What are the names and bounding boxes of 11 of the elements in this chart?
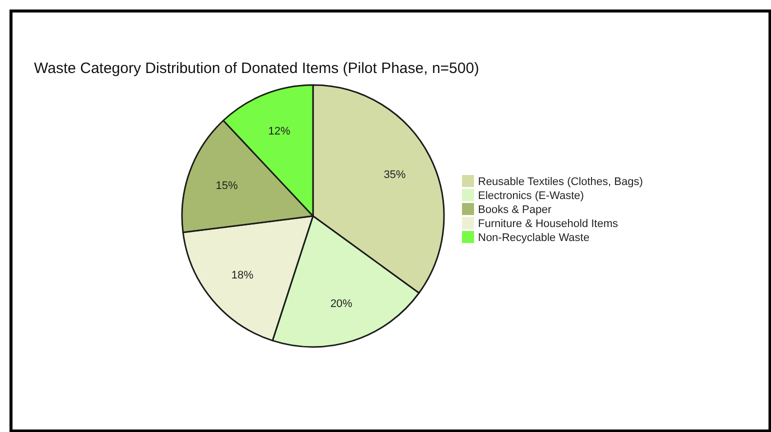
data-label: 35%: [384, 169, 406, 182]
legend-label: Furniture & Household Items: [478, 218, 619, 230]
legend-label: Non-Recyclable Waste: [478, 232, 590, 244]
data-label: 15%: [216, 180, 238, 192]
legend-label: Electronics (E-Waste): [478, 190, 584, 202]
data-label: 12%: [268, 126, 290, 138]
data-label: 18%: [231, 269, 254, 282]
legend-label: Reusable Textiles (Clothes, Bags): [478, 176, 643, 188]
legend-label: Books & Paper: [478, 204, 552, 216]
data-label: 20%: [330, 298, 353, 310]
chart-title: Waste Category Distribution of Donated Items (Pilot Phase, n=500): [34, 60, 480, 77]
